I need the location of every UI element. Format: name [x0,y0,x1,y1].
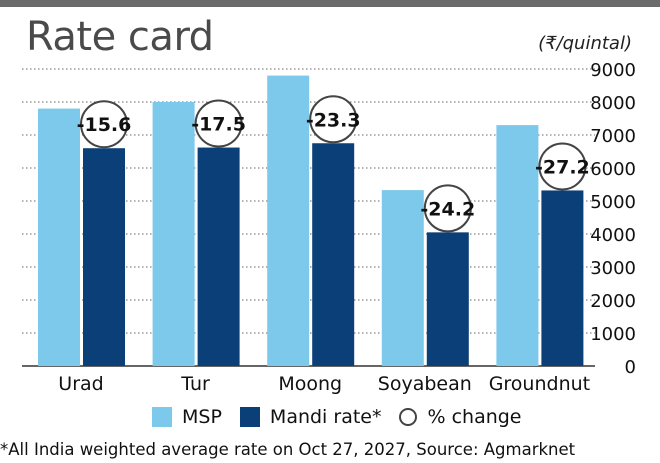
pct-change-circle [194,99,243,148]
x-tick-label: Urad [58,373,103,395]
bar-msp [267,75,310,366]
chart-title: Rate card [26,14,214,60]
msp-swatch [152,407,172,427]
y-tick-label: 9000 [590,60,636,81]
circle-icon [399,408,418,426]
pct-change-label: -27.2 [535,156,590,178]
y-tick-label: 0 [625,357,636,378]
y-tick-label: 1000 [590,324,636,345]
bar-msp [496,125,539,366]
x-tick-label: Soyabean [378,373,472,395]
legend-item-mandi: Mandi rate* [239,406,382,428]
bar-mandi [197,147,240,366]
footnote: *All India weighted average rate on Oct … [0,440,576,459]
y-tick-label: 8000 [590,93,636,114]
top-border-bar [0,0,660,7]
pct-change-circle [538,142,587,191]
pct-change-label: -17.5 [191,114,246,136]
bar-msp [38,108,80,366]
pct-change-label: -15.6 [77,114,132,136]
pct-change-circle [423,184,472,233]
x-tick-label: Moong [278,373,342,395]
bar-msp [152,102,195,366]
bar-mandi [312,143,355,366]
x-tick-labels: Urad Tur Moong Soyabean Groundnut [58,373,590,395]
y-tick-label: 3000 [590,258,636,279]
bar-chart: -15.6 -17.5 -23.3 -24.2 -27.2 0 1000 2000 3000 4… [22,60,636,395]
bar-msp [381,190,424,366]
legend-item-pct-change: % change [399,406,522,428]
pct-change-label: -23.3 [306,109,361,131]
bar-mandi [541,190,584,366]
bar-mandi [83,148,125,366]
y-tick-label: 7000 [590,126,636,147]
unit-label: (₹/quintal) [538,33,632,54]
bar-mandi [426,232,469,366]
legend-item-msp: MSP [152,406,222,428]
y-tick-label: 5000 [590,192,636,213]
x-tick-label: Tur [180,373,210,395]
pct-change-circle [80,100,128,149]
x-tick-label: Groundnut [489,373,590,395]
pct-change-bubbles: -15.6 -17.5 -23.3 -24.2 -27.2 [77,95,590,233]
pct-change-label: -24.2 [420,198,475,220]
y-tick-labels: 0 1000 2000 3000 4000 5000 6000 7000 8000 9000 [590,60,636,378]
y-tick-label: 4000 [590,225,636,246]
legend-label-msp: MSP [182,406,222,428]
legend-label-pct-change: % change [427,406,522,428]
pct-change-circle [309,95,358,144]
legend: MSP Mandi rate* % change [152,404,540,430]
bars [38,75,584,366]
y-tick-label: 2000 [590,291,636,312]
legend-label-mandi: Mandi rate* [269,406,382,428]
mandi-swatch [239,407,260,427]
y-tick-label: 6000 [590,159,636,180]
